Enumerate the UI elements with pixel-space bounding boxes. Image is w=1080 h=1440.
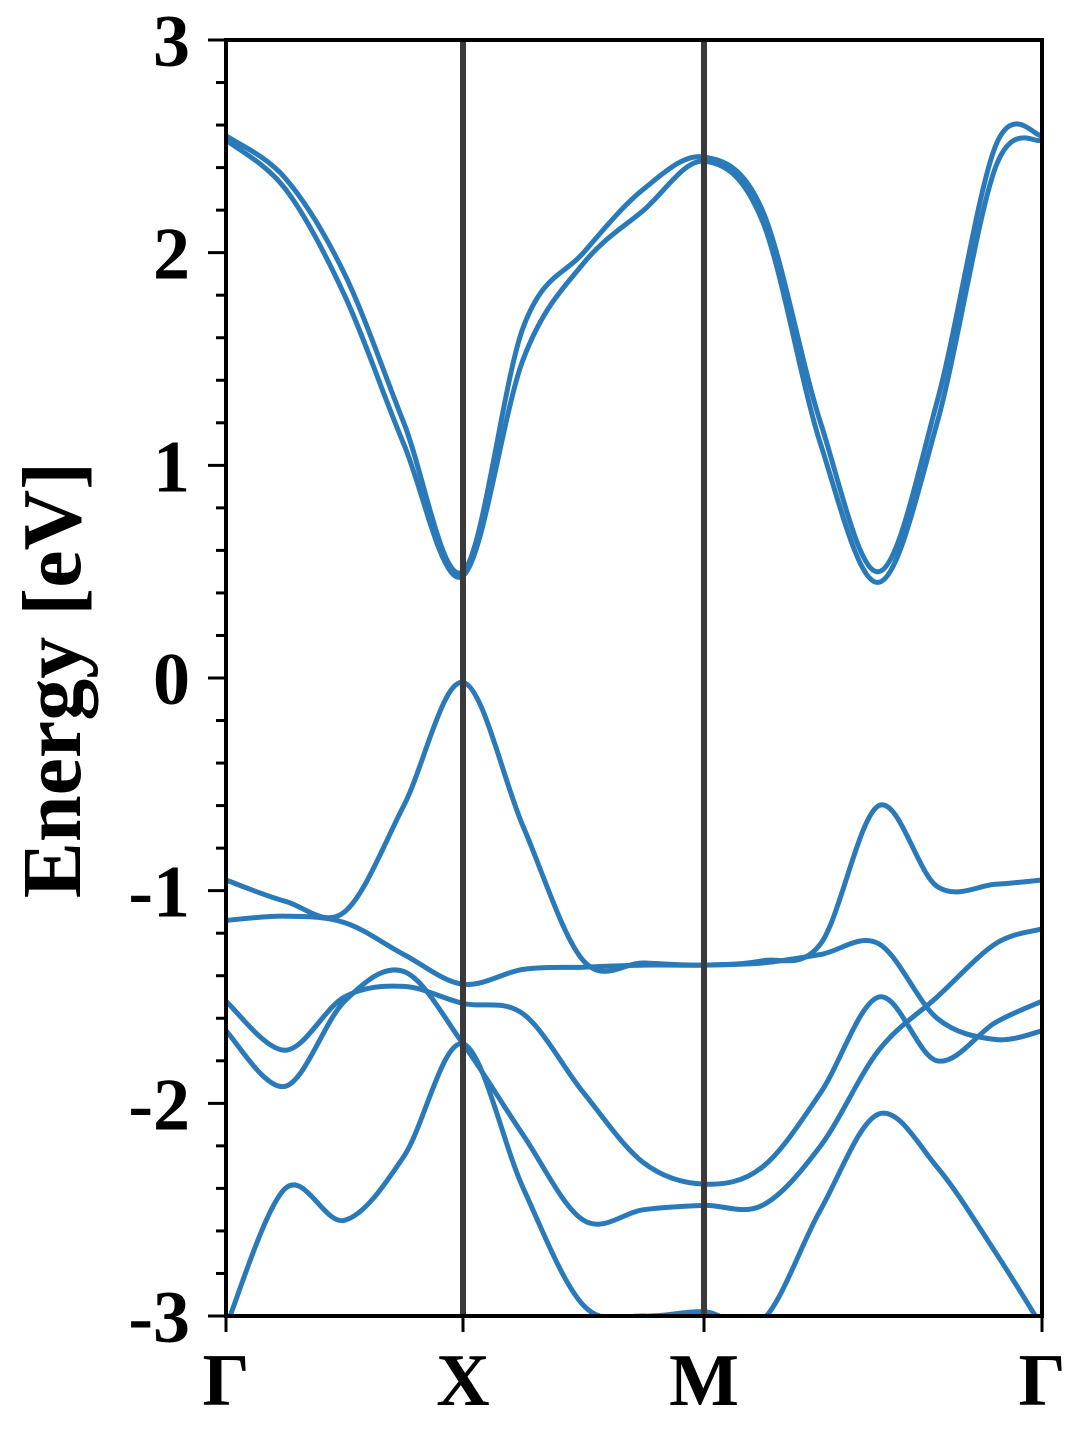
band-lines: [226, 121, 1042, 1316]
band-line-2: [226, 135, 1042, 585]
y-tick-label: 3: [153, 1, 190, 83]
y-tick-label: 2: [153, 214, 190, 296]
x-tick-label: Γ: [1018, 1340, 1065, 1422]
band-line-5: [226, 983, 1042, 1187]
high-symmetry-dividers: [460, 40, 707, 1316]
band-line-1: [226, 121, 1042, 576]
y-axis-ticks: -3 -2 -1 0 1 2 3: [128, 1, 226, 1359]
plot-frame: [224, 38, 1044, 1318]
band-line-7: [227, 1041, 1039, 1316]
x-tick-label: Γ: [202, 1340, 249, 1422]
x-tick-label: M: [669, 1340, 739, 1422]
y-tick-label: 1: [153, 426, 190, 508]
band-line-3: [226, 679, 1042, 974]
band-line-6: [226, 926, 1042, 1227]
y-tick-label: -2: [128, 1064, 190, 1146]
y-tick-label: -3: [128, 1277, 190, 1359]
y-tick-label: -1: [128, 852, 190, 934]
x-tick-label: X: [436, 1340, 489, 1422]
y-axis-label: Energy [eV]: [6, 462, 99, 898]
band-line-4: [226, 913, 1042, 1043]
y-tick-label: 0: [153, 639, 190, 721]
